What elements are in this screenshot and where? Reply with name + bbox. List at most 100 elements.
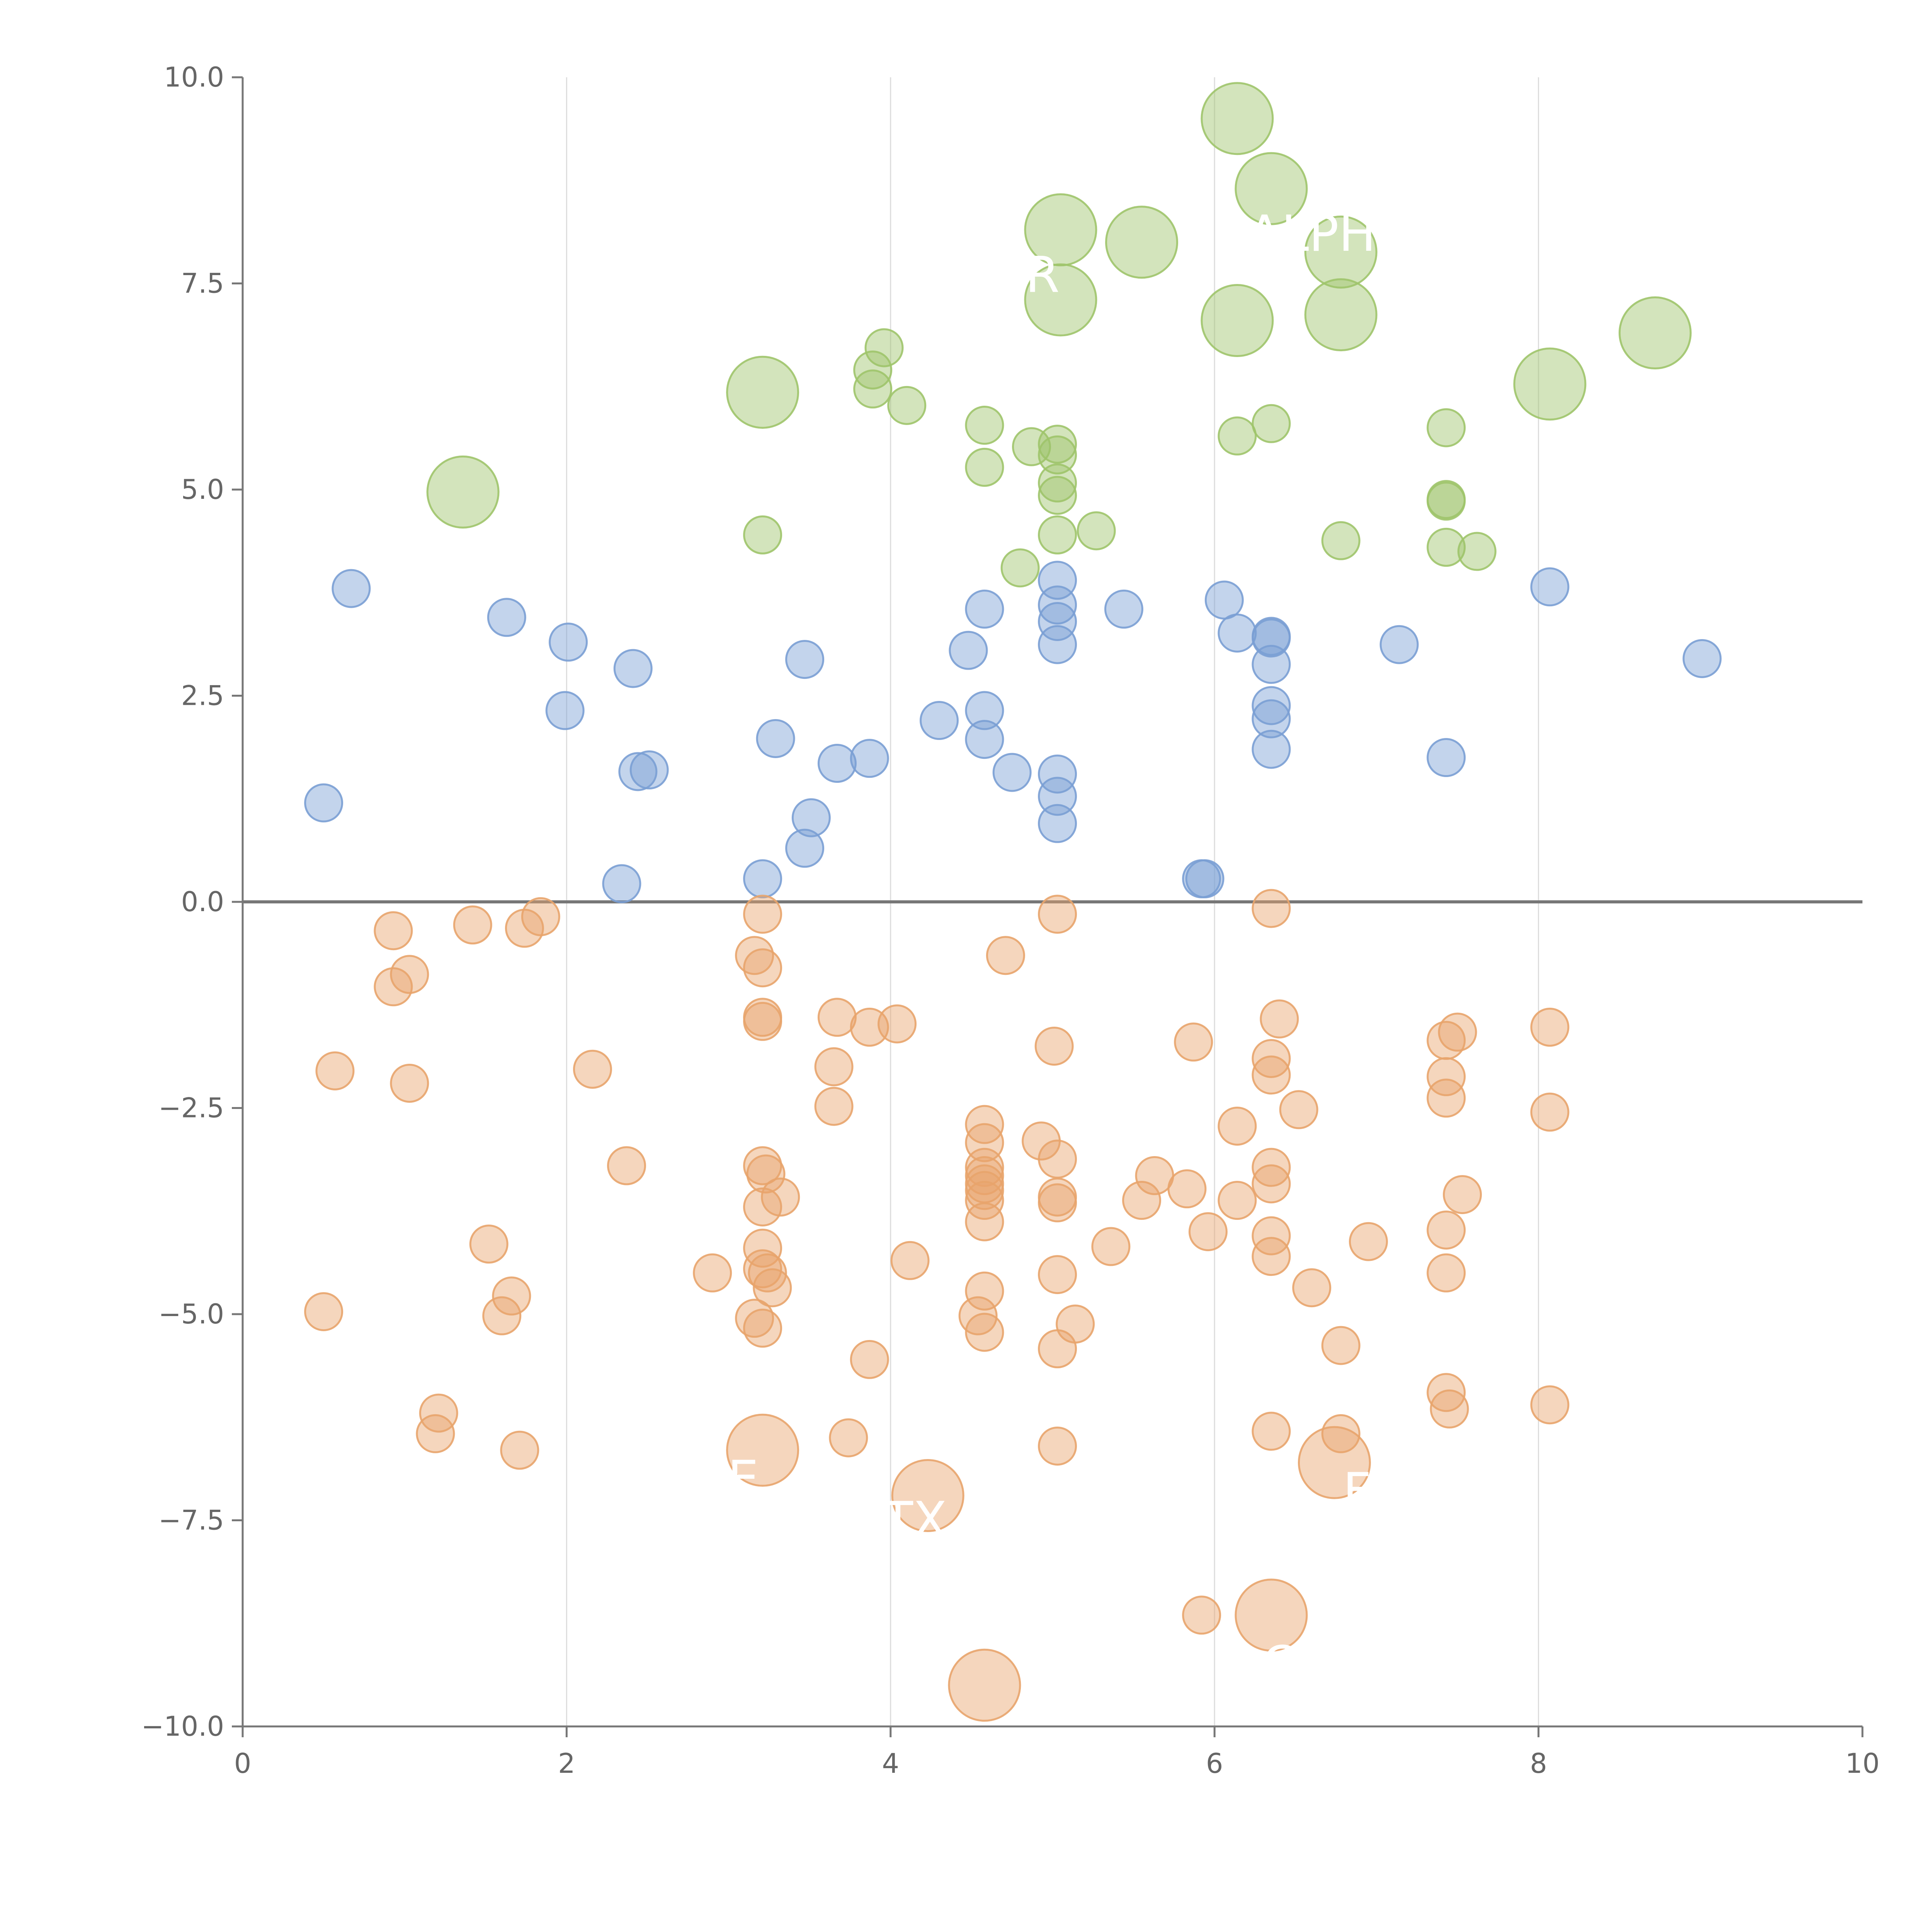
orange-bubble [743, 1228, 782, 1268]
blue-bubble [545, 691, 585, 730]
bubble-label: ALPH [1248, 205, 1376, 263]
blue-bubble [949, 631, 988, 670]
orange-bubble [419, 1393, 458, 1433]
orange-bubble [1034, 1026, 1074, 1066]
orange-bubble [1038, 1255, 1077, 1294]
orange-bubble [948, 1648, 1021, 1722]
green-bubble [1427, 527, 1466, 567]
orange-bubble [748, 1253, 787, 1293]
y-tick-label: −10.0 [141, 1711, 224, 1742]
orange-bubble [1252, 1164, 1291, 1204]
x-tick-label: 4 [882, 1748, 900, 1779]
orange-bubble [1530, 1007, 1570, 1047]
orange-bubble [1530, 1385, 1570, 1425]
blue-bubble [549, 622, 588, 662]
orange-bubble [753, 1268, 792, 1308]
orange-bubble [726, 1413, 799, 1487]
orange-bubble [1427, 1253, 1466, 1293]
orange-bubble [304, 1292, 344, 1332]
orange-bubble [743, 1002, 782, 1041]
orange-bubble [1427, 1210, 1466, 1250]
y-tick-label: −7.5 [158, 1505, 224, 1536]
orange-bubble [482, 1296, 522, 1335]
orange-bubble [492, 1276, 531, 1316]
blue-bubble [965, 589, 1004, 629]
data-points [304, 82, 1722, 1722]
point-labels: ALPH DR E TX F C [728, 205, 1376, 1693]
x-tick-label: 8 [1530, 1748, 1547, 1779]
orange-bubble [1038, 895, 1077, 934]
x-tick-label: 0 [234, 1748, 252, 1779]
orange-bubble [374, 911, 413, 951]
green-bubble [1427, 481, 1466, 521]
orange-bubble [1174, 1022, 1213, 1062]
green-bubble [1024, 193, 1097, 267]
orange-bubble [965, 1313, 1004, 1352]
blue-bubble [756, 719, 795, 758]
x-tick-label: 6 [1206, 1748, 1223, 1779]
orange-bubble [390, 955, 429, 994]
orange-bubble [1430, 1389, 1469, 1429]
orange-bubble [746, 1154, 786, 1194]
orange-bubble [761, 1177, 800, 1217]
green-bubble [1038, 476, 1077, 515]
blue-bubble [1252, 645, 1291, 684]
orange-bubble [1427, 1373, 1466, 1412]
green-bubble [743, 515, 782, 554]
blue-bubble [1204, 580, 1244, 620]
orange-bubble [469, 1225, 509, 1264]
blue-bubble [629, 750, 669, 790]
y-tick-label: 2.5 [181, 680, 224, 712]
green-bubble [1235, 152, 1308, 225]
y-tick-label: 0.0 [181, 886, 224, 918]
green-bubble [1618, 296, 1692, 370]
blue-bubble [1252, 730, 1291, 769]
orange-bubble [743, 895, 782, 934]
y-tick-label: 5.0 [181, 474, 224, 505]
orange-bubble [1252, 1148, 1291, 1187]
blue-bubble [850, 739, 889, 778]
orange-bubble [390, 1063, 429, 1103]
orange-bubble [607, 1146, 646, 1185]
blue-bubble [1038, 804, 1077, 843]
blue-bubble [817, 743, 857, 783]
orange-bubble [1167, 1169, 1207, 1209]
orange-bubble [1252, 1237, 1291, 1276]
green-bubble [1201, 284, 1274, 357]
green-bubble [1024, 263, 1097, 337]
bubble-label: C [1262, 1636, 1296, 1693]
orange-bubble [1038, 1426, 1077, 1466]
orange-bubble [1091, 1227, 1131, 1266]
blue-bubble [1427, 738, 1466, 777]
green-bubble [1000, 548, 1040, 588]
orange-bubble [1252, 1412, 1291, 1451]
orange-bubble [1038, 1139, 1077, 1179]
green-bubble [426, 455, 500, 529]
orange-bubble [693, 1253, 732, 1293]
y-tick-label: 7.5 [181, 268, 224, 299]
orange-bubble [986, 936, 1025, 975]
orange-bubble [1182, 1595, 1221, 1635]
orange-bubble [1252, 1039, 1291, 1078]
blue-bubble [1252, 699, 1291, 738]
blue-bubble [1252, 686, 1291, 725]
blue-bubble [743, 859, 782, 898]
green-bubble [1513, 347, 1587, 421]
green-bubble [1105, 206, 1179, 279]
orange-bubble [965, 1181, 1004, 1220]
blue-bubble [1682, 639, 1722, 678]
orange-bubble [878, 1004, 917, 1044]
orange-bubble [1292, 1268, 1332, 1308]
orange-bubble [1235, 1578, 1308, 1652]
green-bubble [1038, 463, 1077, 503]
blue-bubble [1038, 777, 1077, 816]
green-bubble [1457, 532, 1497, 571]
blue-bubble [1185, 859, 1225, 898]
orange-bubble [374, 967, 413, 1007]
orange-bubble [1321, 1326, 1361, 1365]
orange-bubble [1252, 889, 1291, 928]
orange-bubble [814, 1087, 854, 1126]
orange-bubble [965, 1202, 1004, 1242]
green-bubble [887, 386, 927, 425]
